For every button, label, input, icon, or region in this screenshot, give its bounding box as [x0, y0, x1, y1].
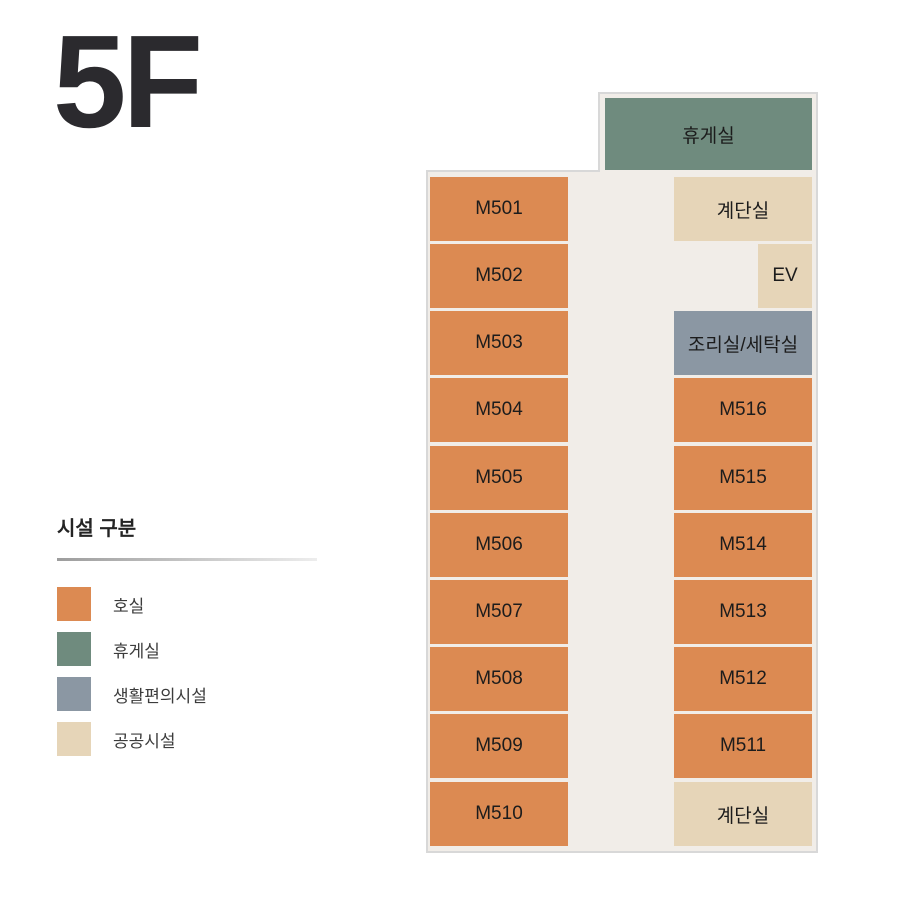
- legend-label-room: 호실: [113, 596, 145, 616]
- room-m502: M502: [430, 244, 568, 308]
- room-m516: M516: [674, 378, 812, 442]
- room-m509: M509: [430, 714, 568, 778]
- legend-item-room: 호실: [57, 587, 317, 621]
- room-m510: M510: [430, 782, 568, 846]
- room-m514: M514: [674, 513, 812, 577]
- legend-swatch-public: [57, 722, 91, 756]
- room-m513: M513: [674, 580, 812, 644]
- floor-title: 5F: [53, 8, 203, 155]
- legend-item-amenity: 생활편의시설: [57, 677, 317, 711]
- legend-label-public: 공공시설: [113, 731, 176, 751]
- legend-label-lounge: 휴게실: [113, 641, 160, 661]
- room-m512: M512: [674, 647, 812, 711]
- room-m505: M505: [430, 446, 568, 510]
- room-m515: M515: [674, 446, 812, 510]
- legend-swatch-amenity: [57, 677, 91, 711]
- legend: 시설 구분 호실 휴게실 생활편의시설 공공시설: [57, 512, 317, 767]
- room-lounge: 휴게실: [605, 98, 812, 170]
- room-m507: M507: [430, 580, 568, 644]
- legend-swatch-room: [57, 587, 91, 621]
- room-m508: M508: [430, 647, 568, 711]
- room-m503: M503: [430, 311, 568, 375]
- legend-title: 시설 구분: [57, 518, 137, 540]
- room-stairs-top: 계단실: [674, 177, 812, 241]
- room-elevator: EV: [758, 244, 812, 308]
- room-stairs-bottom: 계단실: [674, 782, 812, 846]
- room-m506: M506: [430, 513, 568, 577]
- legend-swatch-lounge: [57, 632, 91, 666]
- legend-label-amenity: 생활편의시설: [113, 686, 207, 706]
- legend-item-public: 공공시설: [57, 722, 317, 756]
- room-m501: M501: [430, 177, 568, 241]
- room-m504: M504: [430, 378, 568, 442]
- legend-item-lounge: 휴게실: [57, 632, 317, 666]
- room-kitchen-laundry: 조리실/세탁실: [674, 311, 812, 375]
- room-m511: M511: [674, 714, 812, 778]
- legend-divider: [57, 558, 317, 561]
